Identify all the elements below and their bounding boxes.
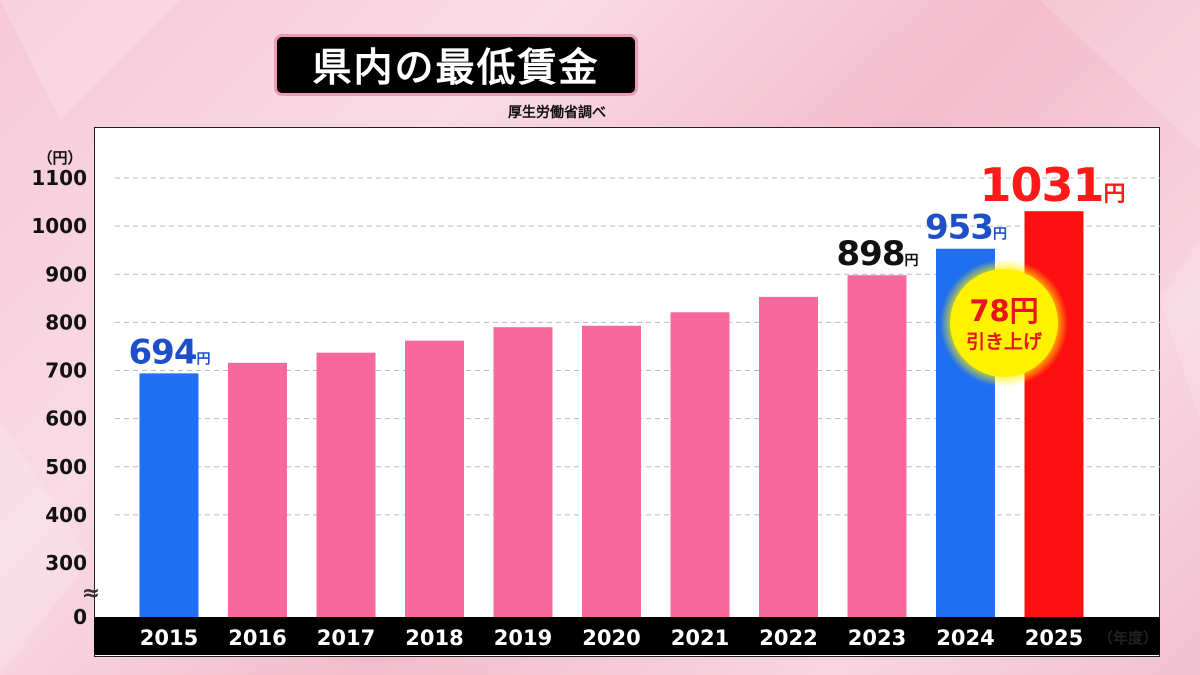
data-label-unit: 円 (993, 227, 1007, 243)
y-tick-label: 1100 (31, 166, 87, 190)
y-tick-label: 800 (45, 310, 87, 334)
data-label-number: 953 (925, 208, 993, 248)
axis-break-mark: ≈ (82, 581, 100, 606)
annotation-amount: 78円 (969, 294, 1038, 328)
y-tick-label: 500 (45, 455, 87, 479)
y-tick-label: 400 (45, 503, 87, 527)
source-note: 厚生労働省調べ (508, 105, 606, 121)
bar-2021 (670, 312, 730, 617)
x-axis-bar (94, 617, 1160, 655)
data-label-unit: 円 (196, 351, 210, 367)
x-tick-label: 2019 (494, 626, 552, 650)
annotation-text: 引き上げ (966, 331, 1043, 353)
x-tick-label: 2023 (848, 626, 906, 650)
y-tick-label: 1000 (31, 214, 87, 238)
data-label-2023: 898円 (837, 234, 919, 274)
data-label-2015: 694円 (129, 332, 211, 372)
data-label-2025: 1031円 (979, 158, 1124, 212)
bar-2019 (493, 327, 553, 617)
bar-2016 (228, 362, 287, 617)
data-label-unit: 円 (1104, 182, 1125, 207)
y-tick-label: 300 (45, 551, 87, 575)
data-label-number: 898 (837, 234, 905, 274)
annotation-circle (950, 269, 1058, 377)
y-axis-unit: （円） (37, 149, 82, 167)
data-label-number: 1031 (979, 158, 1103, 212)
y-tick-label: 900 (45, 262, 87, 286)
bar-2017 (316, 352, 376, 617)
y-tick-label: 0 (73, 605, 87, 629)
x-tick-label: 2018 (405, 626, 463, 650)
y-tick-label: 600 (45, 407, 87, 431)
x-tick-label: 2021 (671, 626, 729, 650)
bar-2020 (582, 325, 641, 617)
bar-2022 (759, 296, 818, 617)
x-tick-label: 2016 (228, 626, 286, 650)
bar-2018 (405, 340, 464, 617)
chart-title: 県内の最低賃金 (312, 46, 600, 91)
x-tick-label: 2025 (1025, 626, 1083, 650)
data-label-2024: 953円 (925, 208, 1007, 248)
x-tick-label: 2024 (936, 626, 994, 650)
y-tick-label: 700 (45, 359, 87, 383)
data-label-unit: 円 (904, 253, 918, 269)
data-label-number: 694 (129, 332, 197, 372)
x-axis-unit: （年度） (1098, 629, 1158, 647)
bar-2023 (847, 275, 907, 617)
x-tick-label: 2015 (140, 626, 198, 650)
x-tick-label: 2022 (759, 626, 817, 650)
bar-2015 (139, 373, 199, 617)
x-tick-label: 2017 (317, 626, 375, 650)
title-banner: 県内の最低賃金 (274, 34, 638, 96)
x-tick-label: 2020 (582, 626, 640, 650)
